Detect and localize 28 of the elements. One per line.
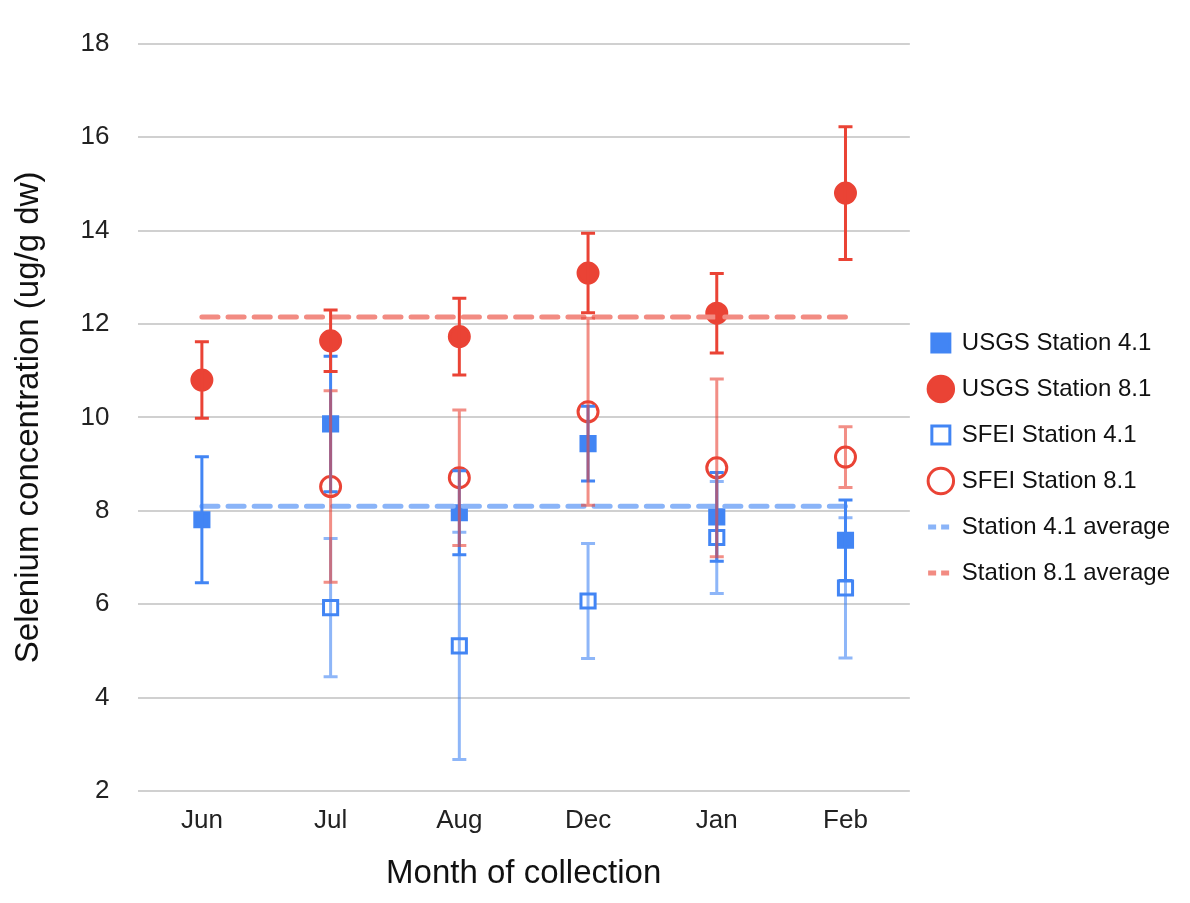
y-axis-title: Selenium concentration (ug/g dw)	[7, 171, 45, 664]
legend-label: SFEI Station 8.1	[961, 465, 1137, 493]
y-tick-label: 16	[80, 120, 110, 151]
point	[322, 599, 340, 617]
legend-label: Station 8.1 average	[961, 557, 1171, 585]
y-tick-label: 4	[95, 680, 110, 711]
x-tick-label: Aug	[436, 803, 483, 834]
legend-label: USGS Station 4.1	[961, 327, 1152, 355]
x-tick-label: Jun	[180, 803, 223, 834]
x-tick-label: Feb	[823, 803, 868, 834]
legend-label: USGS Station 8.1	[961, 373, 1152, 401]
y-tick-label: 10	[80, 400, 110, 431]
x-tick-label: Jan	[695, 803, 738, 834]
y-tick-label: 6	[95, 587, 110, 618]
x-tick-label: Jul	[313, 803, 348, 834]
y-tick-label: 18	[80, 26, 110, 57]
x-axis-title: Month of collection	[386, 853, 662, 891]
point	[836, 579, 855, 597]
x-tick-label: Dec	[564, 803, 612, 834]
y-tick-label: 12	[80, 307, 110, 338]
y-tick-label: 2	[95, 774, 110, 805]
point	[833, 445, 857, 469]
point	[579, 592, 597, 610]
y-tick-label: 8	[95, 494, 110, 525]
point	[450, 637, 468, 655]
legend-label: Station 4.1 average	[961, 511, 1171, 539]
y-tick-label: 14	[80, 213, 110, 244]
legend-label: SFEI Station 4.1	[961, 419, 1137, 447]
